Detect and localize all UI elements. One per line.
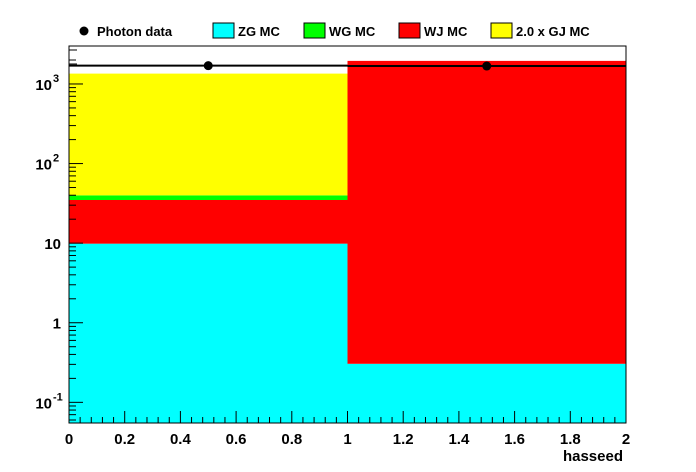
bar-2-0-x-gj-mc-bin-0 [69, 73, 348, 196]
x-tick-label-9: 1.8 [560, 431, 581, 448]
data-points [69, 49, 626, 71]
legend-swatch-zg-mc [212, 22, 235, 39]
x-tick-label-6: 1.2 [393, 431, 414, 448]
legend-marker-photon-data [79, 26, 89, 36]
bar-wj-mc-bin-1 [347, 60, 626, 364]
x-tick-label-8: 1.6 [504, 431, 525, 448]
data-point-1 [482, 61, 492, 71]
x-tick-label-7: 1.4 [448, 431, 470, 448]
y-tick-label-2: 10 [44, 236, 61, 253]
y-tick-exponent-3: 2 [53, 153, 59, 165]
bar-zg-mc-bin-1 [347, 363, 626, 423]
x-tick-label-0: 0 [65, 431, 73, 448]
y-tick-exponent-4: 3 [53, 73, 59, 85]
x-tick-label-2: 0.4 [170, 431, 192, 448]
x-tick-label-10: 2 [622, 431, 630, 448]
legend-swatch-wj-mc [398, 22, 421, 39]
legend-swatch-wg-mc [303, 22, 326, 39]
x-tick-label-1: 0.2 [114, 431, 135, 448]
y-tick-label-4: 10 [35, 77, 52, 94]
x-tick-label-4: 0.8 [281, 431, 302, 448]
legend-swatch-2-0-x-gj-mc [490, 22, 513, 39]
x-tick-label-3: 0.6 [226, 431, 247, 448]
bar-wg-mc-bin-0 [69, 195, 348, 200]
y-tick-label-3: 10 [35, 157, 52, 174]
x-tick-label-5: 1 [343, 431, 351, 448]
bar-zg-mc-bin-0 [69, 243, 348, 423]
y-tick-label-1: 1 [53, 316, 61, 333]
legend-label-wg-mc: WG MC [329, 24, 376, 39]
legend-label-zg-mc: ZG MC [238, 24, 280, 39]
bar-wj-mc-bin-0 [69, 199, 348, 244]
legend-label-photon-data: Photon data [97, 24, 173, 39]
x-axis: 0 0.2 0.4 0.6 0.8 1 1.2 1.4 1.6 1.8 2 [65, 411, 630, 448]
x-axis-title: hasseed [563, 448, 623, 465]
legend-label-wj-mc: WJ MC [424, 24, 468, 39]
y-tick-exponent-0: -1 [53, 391, 63, 403]
legend-label-2-0-x-gj-mc: 2.0 x GJ MC [516, 24, 590, 39]
histogram-bars [69, 60, 626, 423]
legend: Photon data ZG MC WG MC WJ MC 2.0 x GJ MC [79, 22, 590, 39]
y-tick-label-0: 10 [35, 395, 52, 412]
data-point-0 [203, 61, 213, 71]
